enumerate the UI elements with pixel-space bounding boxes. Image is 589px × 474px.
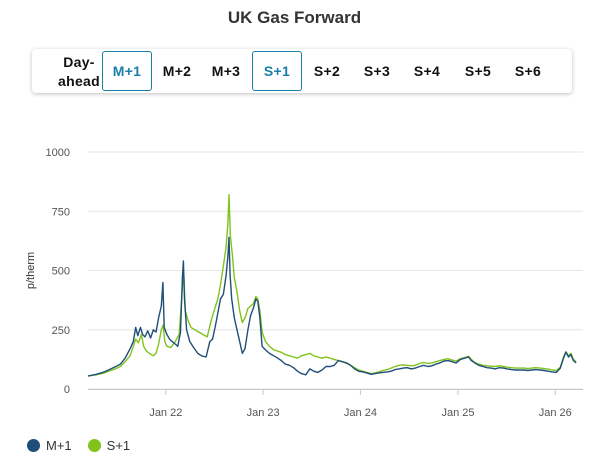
legend-label-s1: S+1 [106,438,131,453]
series-line-m1 [87,236,577,377]
y-tick-label: 0 [64,384,70,396]
range-tab-bar: Day-ahead M+1 M+2 M+3 S+1 S+2 S+3 S+4 S+5 S+6 [32,49,572,93]
x-tick-label: Jan 26 [539,407,572,419]
tab-s3[interactable]: S+3 [363,63,391,79]
tab-m1[interactable]: M+1 [102,51,152,91]
x-tick-label: Jan 24 [344,407,377,419]
legend-item-m1[interactable]: M+1 [27,438,72,453]
legend-dot-s1 [87,439,101,452]
y-tick-label: 250 [52,325,70,337]
tab-m2[interactable]: M+2 [162,63,192,79]
x-tick-label: Jan 23 [247,407,280,419]
chart-title: UK Gas Forward [227,8,362,27]
chart-legend: M+1 S+1 [27,438,130,453]
legend-item-s1[interactable]: S+1 [87,438,131,453]
tab-s1[interactable]: S+1 [252,51,302,91]
tab-s5[interactable]: S+5 [464,63,492,79]
y-axis-label: p/therm [25,252,37,289]
price-chart: 0 250 500 750 1000 Jan 22 Jan 23 Jan 24 Jan 25 Ja… [25,147,583,419]
tab-m3[interactable]: M+3 [211,63,241,79]
x-tick-label: Jan 25 [441,407,474,419]
series-line-s1 [87,194,577,377]
legend-dot-m1 [27,439,40,452]
x-tick-label: Jan 22 [149,407,182,419]
y-tick-label: 500 [52,266,70,278]
legend-label-m1: M+1 [46,438,72,453]
y-tick-label: 1000 [46,147,70,159]
tab-day-ahead[interactable]: Day-ahead [58,53,100,89]
tab-s2[interactable]: S+2 [313,63,341,79]
tab-s6[interactable]: S+6 [514,63,542,79]
y-tick-label: 750 [52,206,70,218]
tab-s4[interactable]: S+4 [413,63,441,79]
